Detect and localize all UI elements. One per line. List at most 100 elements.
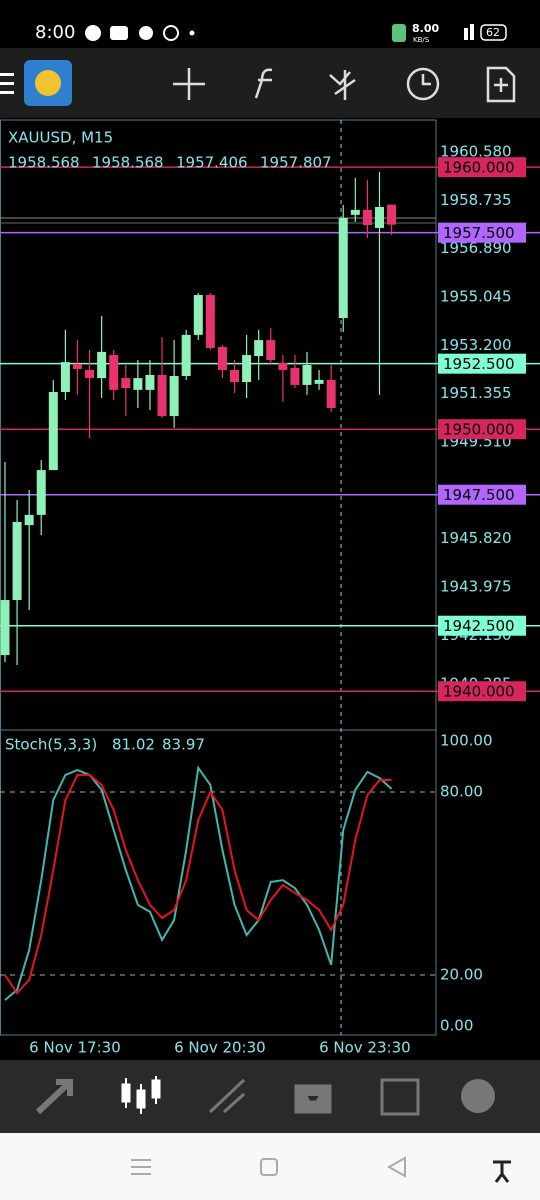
candle-body xyxy=(314,379,324,384)
candle-body xyxy=(205,295,215,348)
net-speed-unit: KB/S xyxy=(413,36,430,44)
y-tick-label: 1955.045 xyxy=(440,287,512,305)
y-tick-label: 100.00 xyxy=(440,732,493,750)
candle-body xyxy=(169,376,179,417)
stoch-line xyxy=(4,765,393,1001)
y-tick-label: 1953.200 xyxy=(440,336,512,354)
battery xyxy=(480,24,507,41)
clock: 8:00 xyxy=(35,22,75,43)
menu-button[interactable] xyxy=(0,73,14,94)
back-button[interactable] xyxy=(386,1156,406,1178)
ohlc-value: 1958.568 xyxy=(8,154,80,172)
candle-body xyxy=(24,514,34,526)
level-label: 1960.000 xyxy=(443,159,515,177)
x-tick-label: 6 Nov 17:30 xyxy=(29,1039,121,1057)
candle-body xyxy=(266,340,276,361)
level-label: 1952.500 xyxy=(443,355,515,373)
level-label-box xyxy=(438,157,526,178)
candle-body xyxy=(374,206,384,228)
candle-body xyxy=(242,355,252,383)
y-tick-label: 1960.580 xyxy=(440,142,512,160)
y-tick-label: 1951.355 xyxy=(440,384,512,402)
timeframe-button[interactable] xyxy=(329,70,356,100)
toolbar xyxy=(0,48,540,118)
nav-messages[interactable] xyxy=(461,1079,495,1113)
candle-body xyxy=(60,362,70,392)
candle-body xyxy=(290,367,300,385)
net-speed: 8.00 xyxy=(412,22,439,35)
nav-quotes[interactable] xyxy=(35,1079,73,1115)
y-tick-label: 1956.890 xyxy=(440,239,512,257)
nav-chart[interactable] xyxy=(121,1076,161,1114)
candle-body xyxy=(121,378,131,389)
candle-body xyxy=(109,355,119,390)
candle-body xyxy=(230,369,240,383)
y-tick-label: 1943.975 xyxy=(440,578,512,596)
candle-body xyxy=(350,209,360,215)
level-label: 1950.000 xyxy=(443,421,515,439)
ohlc-value: 1957.406 xyxy=(176,154,248,172)
candle-body xyxy=(326,379,336,408)
candle-body xyxy=(217,346,227,370)
y-tick-label: 20.00 xyxy=(440,966,483,984)
crosshair-button[interactable] xyxy=(173,68,205,100)
candle-body xyxy=(193,295,203,335)
candle-body xyxy=(97,351,107,379)
y-tick-label: 1945.820 xyxy=(440,529,512,547)
candle-body xyxy=(302,364,312,385)
level-label: 1947.500 xyxy=(443,486,515,504)
y-tick-label: 0.00 xyxy=(440,1017,473,1035)
y-tick-label: 80.00 xyxy=(440,783,483,801)
candle-body xyxy=(0,600,10,656)
status-icons xyxy=(85,24,474,42)
indicator-value: 83.97 xyxy=(162,736,205,754)
candle-body xyxy=(72,363,82,369)
nav-trade[interactable] xyxy=(208,1078,246,1114)
candle-body xyxy=(145,374,155,390)
candle-body xyxy=(387,204,397,225)
level-label-box xyxy=(438,484,526,505)
home-button[interactable] xyxy=(260,1158,278,1176)
status-bar xyxy=(0,0,540,48)
indicator-title: Stoch(5,3,3) xyxy=(5,736,97,754)
system-nav xyxy=(0,1133,540,1200)
candle-body xyxy=(338,217,348,319)
candle-body xyxy=(133,378,143,390)
candle-body xyxy=(362,209,372,226)
level-label-box xyxy=(438,222,526,243)
level-label: 1957.500 xyxy=(443,224,515,242)
level-label-box xyxy=(438,681,526,702)
history-button[interactable] xyxy=(406,67,440,101)
candle-body xyxy=(254,340,264,357)
level-label-box xyxy=(438,353,526,374)
candle-body xyxy=(85,369,95,379)
accessibility-button[interactable] xyxy=(493,1160,511,1183)
chart-frame xyxy=(0,119,437,1036)
chart-title: XAUUSD, M15 xyxy=(8,129,113,147)
level-label: 1940.000 xyxy=(443,683,515,701)
candle-body xyxy=(48,391,58,471)
indicators-button[interactable] xyxy=(254,68,273,99)
candle-body xyxy=(36,470,46,515)
new-order-button[interactable] xyxy=(486,66,516,103)
level-label: 1942.500 xyxy=(443,617,515,635)
level-label-box xyxy=(438,615,526,636)
app-logo-mark xyxy=(35,70,61,96)
nav-history[interactable] xyxy=(294,1084,332,1114)
nav-news[interactable] xyxy=(380,1078,420,1116)
candle-body xyxy=(12,521,22,601)
bottom-nav xyxy=(0,1060,540,1133)
battery-level: 62 xyxy=(486,26,500,39)
candle-body xyxy=(278,362,288,370)
indicator-value: 81.02 xyxy=(112,736,155,754)
x-tick-label: 6 Nov 20:30 xyxy=(174,1039,266,1057)
ohlc-value: 1957.807 xyxy=(260,154,332,172)
ohlc-value: 1958.568 xyxy=(92,154,164,172)
recents-button[interactable] xyxy=(131,1159,151,1175)
x-tick-label: 6 Nov 23:30 xyxy=(319,1039,411,1057)
candle-body xyxy=(157,374,167,417)
stoch-line xyxy=(4,773,392,995)
candle-body xyxy=(181,334,191,377)
